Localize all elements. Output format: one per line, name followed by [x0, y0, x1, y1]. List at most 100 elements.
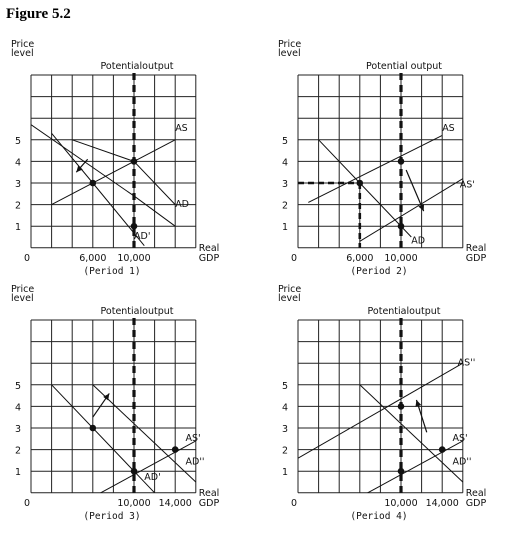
series-label: AS' [186, 433, 201, 444]
x-axis-label: GDP [466, 498, 487, 509]
equilibrium-point [397, 222, 405, 230]
x-axis-label: GDP [199, 498, 220, 509]
y-axis-label: Price [278, 284, 301, 295]
series-line [298, 362, 463, 459]
arrow-head [103, 393, 110, 401]
y-tick-label: 1 [15, 222, 21, 233]
x-tick-label: 14,000 [426, 498, 459, 509]
y-tick-label: 2 [15, 446, 21, 457]
equilibrium-point [397, 467, 405, 475]
x-tick-label: 10,000 [384, 253, 417, 264]
y-tick-label: 2 [282, 201, 288, 212]
y-tick-label: 1 [15, 467, 21, 478]
series-line [318, 139, 412, 238]
panel-caption: (Period 4) [350, 511, 407, 522]
x-tick-label: 14,000 [159, 498, 192, 509]
equilibrium-point [89, 179, 97, 187]
series-label: AD'' [186, 457, 205, 468]
arrow-head [76, 165, 83, 173]
series-label: AS' [460, 179, 475, 190]
origin-label: 0 [291, 253, 297, 264]
y-axis-label: level [11, 293, 34, 304]
equilibrium-point [130, 158, 138, 165]
y-tick-label: 1 [282, 222, 288, 233]
series-label: AS [442, 123, 455, 134]
y-tick-label: 1 [282, 467, 288, 478]
series-line [51, 139, 176, 206]
y-axis-label: Price [278, 39, 301, 50]
origin-label: 0 [24, 498, 30, 509]
panel-caption: (Period 1) [83, 266, 140, 277]
equilibrium-point [130, 467, 138, 475]
y-tick-label: 5 [15, 381, 21, 392]
figure-title: Figure 5.2 [6, 6, 71, 22]
series-line [51, 384, 155, 493]
series-label: AS'' [458, 357, 476, 368]
x-axis-label: Real [466, 488, 486, 499]
y-axis-label: Price [11, 284, 34, 295]
potential-output-label: Potentialoutput [101, 61, 174, 72]
potential-output-label: Potentialoutput [368, 306, 441, 317]
arrow-head [415, 399, 422, 407]
y-tick-label: 4 [15, 402, 21, 413]
panel-caption: (Period 3) [83, 511, 140, 522]
y-tick-label: 4 [282, 157, 288, 168]
series-line [51, 133, 145, 246]
y-tick-label: 5 [282, 381, 288, 392]
y-tick-label: 5 [15, 136, 21, 147]
equilibrium-point [130, 222, 138, 230]
origin-label: 0 [24, 253, 30, 264]
series-line [72, 139, 176, 205]
y-axis-label: level [11, 48, 34, 59]
y-tick-label: 4 [15, 157, 21, 168]
panel-caption: (Period 2) [350, 266, 407, 277]
series-line [99, 440, 196, 493]
x-tick-label: 6,000 [346, 253, 373, 264]
x-axis-label: GDP [466, 253, 487, 264]
series-label: AD [175, 199, 189, 210]
potential-output-label: Potentialoutput [101, 306, 174, 317]
origin-label: 0 [291, 498, 297, 509]
series-label: AS [175, 123, 188, 134]
y-tick-label: 4 [282, 402, 288, 413]
y-tick-label: 3 [15, 179, 21, 190]
x-axis-label: GDP [199, 253, 220, 264]
series-line [359, 178, 463, 242]
y-tick-label: 3 [15, 424, 21, 435]
x-tick-label: 10,000 [117, 253, 150, 264]
equilibrium-point [397, 158, 405, 165]
series-line [308, 135, 443, 203]
x-axis-label: Real [199, 243, 219, 254]
y-axis-label: level [278, 48, 301, 59]
y-tick-label: 2 [282, 446, 288, 457]
y-tick-label: 3 [282, 179, 288, 190]
series-line [359, 384, 463, 483]
shift-arrow [405, 169, 425, 212]
x-tick-label: 10,000 [384, 498, 417, 509]
x-tick-label: 10,000 [117, 498, 150, 509]
y-tick-label: 3 [282, 424, 288, 435]
series-label: AS' [453, 433, 468, 444]
series-line [366, 440, 463, 493]
series-label: AD [411, 235, 425, 246]
potential-output-label: Potential output [366, 61, 442, 72]
equilibrium-point [89, 424, 97, 432]
equilibrium-point [171, 446, 179, 453]
x-tick-label: 6,000 [79, 253, 106, 264]
series-label: AD'' [453, 457, 472, 468]
equilibrium-point [438, 446, 446, 453]
series-label: AD' [144, 472, 160, 483]
series-label: AD' [134, 231, 150, 242]
equilibrium-point [356, 179, 364, 187]
y-tick-label: 5 [282, 136, 288, 147]
series-line [31, 124, 176, 227]
series-line [92, 384, 196, 483]
x-axis-label: Real [466, 243, 486, 254]
x-axis-label: Real [199, 488, 219, 499]
equilibrium-point [397, 403, 405, 410]
